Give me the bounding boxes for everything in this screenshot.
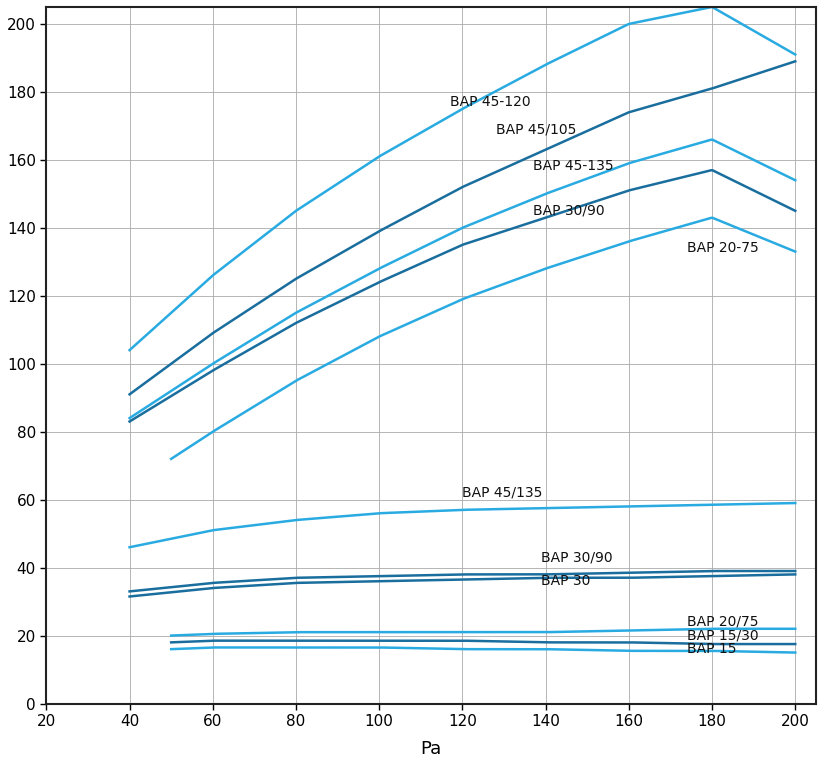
Text: BAP 20/75: BAP 20/75	[687, 615, 759, 629]
Text: BAP 15/30: BAP 15/30	[687, 628, 759, 643]
Text: BAP 20-75: BAP 20-75	[687, 241, 759, 255]
Text: BAP 30: BAP 30	[542, 574, 591, 588]
Text: BAP 45/105: BAP 45/105	[495, 122, 576, 136]
Text: BAP 45-135: BAP 45-135	[533, 159, 614, 174]
Text: BAP 45/135: BAP 45/135	[463, 486, 543, 500]
X-axis label: Pa: Pa	[421, 740, 442, 758]
Text: BAP 45-120: BAP 45-120	[450, 95, 531, 109]
Text: BAP 15: BAP 15	[687, 642, 737, 656]
Text: BAP 30/90: BAP 30/90	[542, 550, 613, 565]
Text: BAP 30/90: BAP 30/90	[533, 203, 605, 217]
